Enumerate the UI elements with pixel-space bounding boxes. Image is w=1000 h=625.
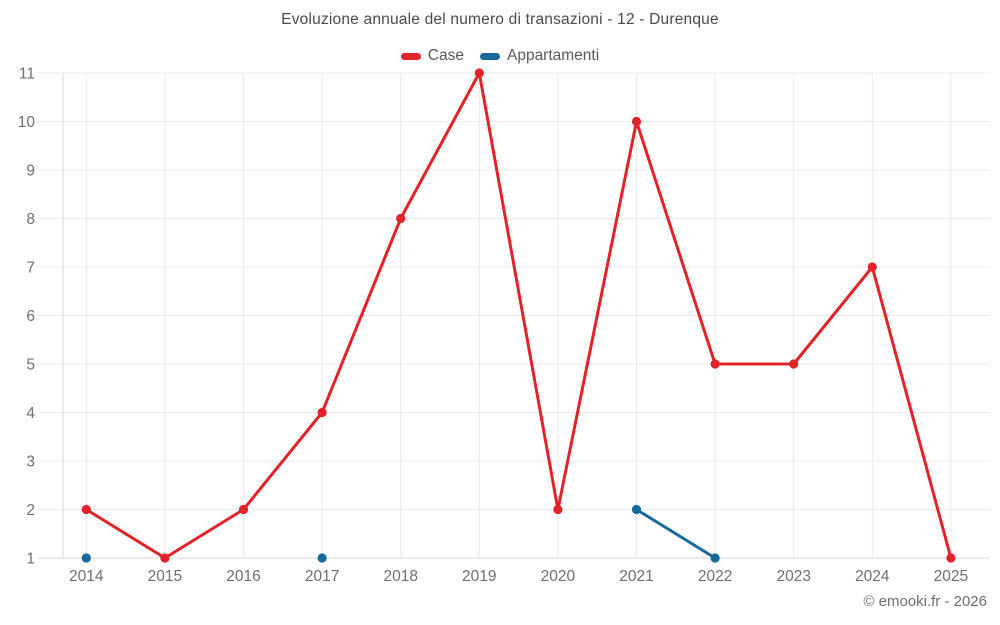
y-axis-label: 8 — [26, 211, 35, 228]
x-axis-label: 2025 — [934, 568, 968, 585]
legend-item-appartamenti[interactable]: Appartamenti — [479, 47, 600, 65]
x-axis-label: 2016 — [226, 568, 260, 585]
data-point-case-2022[interactable] — [710, 359, 720, 369]
legend-swatch-appartamenti-icon — [479, 52, 500, 60]
data-point-case-2024[interactable] — [867, 262, 877, 272]
y-axis-label: 6 — [26, 308, 35, 325]
data-point-case-2025[interactable] — [946, 553, 956, 563]
x-axis-label: 2015 — [148, 568, 182, 585]
legend-item-case[interactable]: Case — [400, 47, 464, 65]
x-axis-label: 2024 — [855, 568, 890, 585]
data-point-case-2014[interactable] — [81, 504, 91, 515]
y-axis-label: 4 — [26, 405, 35, 422]
data-point-case-2015[interactable] — [160, 553, 170, 563]
series-line-appartamenti — [635, 508, 717, 560]
chart-title: Evoluzione annuale del numero di transaz… — [281, 11, 719, 28]
y-axis-label: 11 — [19, 66, 35, 83]
x-axis-label: 2019 — [462, 568, 496, 585]
y-axis-label: 5 — [26, 357, 35, 374]
x-axis-label: 2021 — [619, 568, 653, 585]
data-point-appartamenti-2022[interactable] — [710, 553, 720, 563]
x-axis-label: 2018 — [383, 568, 417, 585]
y-axis-label: 3 — [26, 454, 35, 471]
copyright-credit: © emooki.fr - 2026 — [863, 593, 987, 610]
data-point-appartamenti-2014[interactable] — [81, 553, 91, 563]
chart-legend: Case Appartamenti — [0, 47, 1000, 65]
data-point-case-2021[interactable] — [631, 116, 642, 127]
x-axis-label: 2017 — [305, 568, 339, 585]
data-point-case-2020[interactable] — [553, 504, 563, 515]
data-point-case-2017[interactable] — [317, 407, 327, 418]
y-axis-label: 10 — [18, 114, 36, 131]
y-axis-label: 2 — [26, 502, 35, 519]
data-point-case-2023[interactable] — [789, 359, 799, 369]
data-point-case-2018[interactable] — [396, 213, 406, 224]
x-axis-label: 2014 — [69, 568, 104, 585]
data-point-case-2016[interactable] — [238, 504, 249, 515]
series-line-case — [84, 71, 953, 560]
x-axis-label: 2020 — [541, 568, 576, 585]
legend-label-case: Case — [427, 47, 464, 64]
x-axis-label: 2023 — [776, 568, 810, 585]
y-axis-label: 9 — [26, 163, 35, 180]
legend-label-appartamenti: Appartamenti — [506, 47, 600, 64]
y-axis-label: 7 — [26, 260, 35, 277]
data-point-case-2019[interactable] — [474, 68, 484, 78]
data-point-appartamenti-2017[interactable] — [317, 553, 327, 563]
legend-swatch-case-icon — [400, 52, 421, 60]
data-point-appartamenti-2021[interactable] — [631, 504, 642, 515]
x-axis-label: 2022 — [698, 568, 732, 585]
y-axis-label: 1 — [26, 551, 35, 568]
